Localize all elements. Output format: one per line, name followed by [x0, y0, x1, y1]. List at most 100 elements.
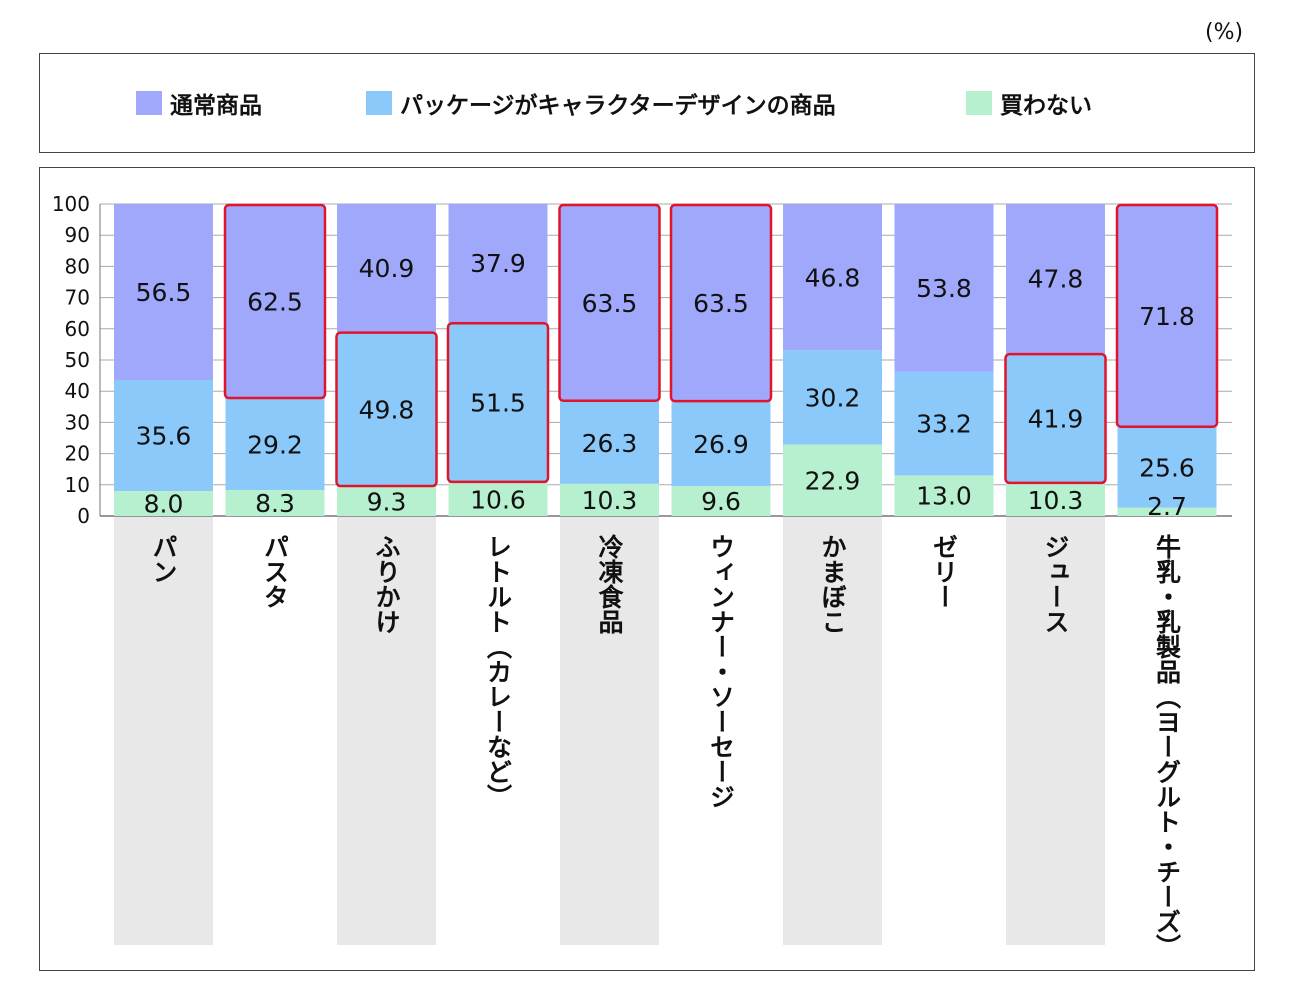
data-label-none: 10.6 [470, 485, 526, 514]
data-label-none: 13.0 [916, 482, 972, 511]
y-tick-label: 100 [52, 192, 90, 216]
data-label-character: 26.9 [693, 430, 749, 459]
data-label-regular: 62.5 [247, 288, 303, 317]
bar-none [894, 475, 994, 516]
legend-label-regular: 通常商品 [170, 93, 262, 119]
legend-item-character: パッケージがキャラクターデザインの商品 [366, 86, 836, 120]
bar-regular [560, 204, 659, 402]
bar-none [1117, 507, 1217, 516]
data-label-character: 51.5 [470, 389, 526, 418]
bar-none [225, 490, 325, 516]
highlight-box [558, 203, 661, 403]
x-category-label: ジュース [1041, 534, 1070, 634]
data-label-character: 33.2 [916, 410, 972, 439]
y-tick-label: 20 [65, 442, 90, 466]
unit-label: (%) [1205, 20, 1244, 45]
highlight-box [335, 331, 438, 488]
data-label-regular: 63.5 [582, 289, 638, 318]
x-category-label: パン [149, 534, 178, 584]
bar-character [560, 401, 659, 484]
data-label-none: 10.3 [1028, 486, 1084, 515]
data-label-none: 10.3 [582, 486, 638, 515]
bar-regular [448, 204, 548, 323]
legend-swatch-character [366, 91, 392, 115]
bar-character [894, 371, 994, 476]
data-label-regular: 53.8 [916, 274, 972, 303]
bar-regular [894, 204, 994, 372]
bar-none [560, 483, 659, 516]
bar-character [114, 379, 213, 492]
bar-none [114, 491, 213, 516]
y-tick-label: 90 [65, 223, 90, 247]
y-tick-label: 40 [65, 379, 90, 403]
x-category-label: 冷凍食品 [595, 533, 624, 634]
highlight-box [669, 203, 773, 403]
bar-regular [1117, 204, 1217, 428]
bar-none [448, 482, 548, 516]
highlight-box [1004, 352, 1107, 485]
data-label-none: 2.7 [1147, 492, 1187, 521]
bar-none [337, 486, 436, 516]
bar-character [671, 402, 771, 487]
highlight-box [223, 203, 327, 400]
data-label-none: 8.3 [255, 489, 295, 518]
bar-character [1006, 353, 1105, 484]
bar-regular [337, 204, 436, 332]
bar-none [671, 486, 771, 516]
category-column-bg [114, 516, 213, 945]
bar-none [783, 444, 882, 516]
bar-character [225, 399, 325, 491]
data-label-regular: 56.5 [136, 278, 192, 307]
data-label-character: 41.9 [1028, 405, 1084, 434]
bar-character [337, 331, 436, 487]
legend-item-regular: 通常商品 [136, 86, 262, 120]
x-category-label: パスタ [261, 534, 290, 609]
data-label-regular: 71.8 [1139, 302, 1195, 331]
y-tick-label: 30 [65, 410, 90, 434]
bar-character [448, 322, 548, 483]
legend: 通常商品 パッケージがキャラクターデザインの商品 買わない [39, 53, 1255, 153]
data-label-character: 26.3 [582, 429, 638, 458]
bar-character [783, 350, 882, 445]
bar-regular [225, 204, 325, 399]
bar-regular [114, 204, 213, 380]
bar-regular [783, 204, 882, 351]
category-column-bg [337, 516, 436, 945]
y-tick-label: 0 [77, 504, 90, 528]
data-label-regular: 40.9 [359, 254, 415, 283]
data-label-character: 49.8 [359, 395, 415, 424]
bar-regular [1006, 204, 1105, 354]
data-label-character: 29.2 [247, 431, 303, 460]
x-category-label: ウィンナー・ソーセージ [707, 534, 736, 809]
legend-swatch-regular [136, 91, 162, 115]
data-label-character: 30.2 [805, 383, 861, 412]
x-category-label: レトルト（カレーなど） [484, 534, 513, 809]
bar-none [1006, 483, 1105, 516]
y-tick-label: 70 [65, 286, 90, 310]
bar-regular [671, 204, 771, 403]
category-column-bg [560, 516, 659, 945]
x-category-label: ゼリー [930, 534, 959, 609]
category-column-bg [1006, 516, 1105, 945]
legend-label-character: パッケージがキャラクターデザインの商品 [400, 93, 836, 119]
x-category-label: かまぼこ [818, 534, 847, 634]
data-label-regular: 47.8 [1028, 265, 1084, 294]
data-label-none: 8.0 [144, 490, 184, 519]
data-label-character: 25.6 [1139, 454, 1195, 483]
legend-item-none: 買わない [966, 86, 1092, 120]
legend-label-none: 買わない [1000, 93, 1092, 119]
data-label-none: 22.9 [805, 466, 861, 495]
data-label-regular: 37.9 [470, 249, 526, 278]
data-label-regular: 63.5 [693, 289, 749, 318]
data-label-none: 9.3 [367, 487, 407, 516]
data-label-none: 9.6 [701, 487, 741, 516]
category-column-bg [783, 516, 882, 945]
y-tick-label: 10 [65, 473, 90, 497]
data-label-character: 35.6 [136, 422, 192, 451]
legend-swatch-none [966, 91, 992, 115]
highlight-box [446, 321, 550, 484]
y-tick-label: 60 [65, 317, 90, 341]
y-tick-label: 80 [65, 254, 90, 278]
bar-character [1117, 427, 1217, 508]
